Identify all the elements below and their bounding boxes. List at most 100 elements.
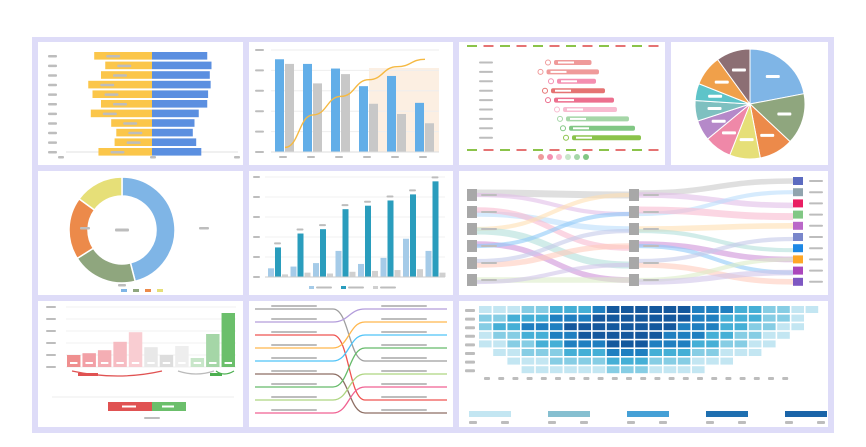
row-label-placeholder — [479, 61, 493, 64]
heat-cell — [635, 366, 648, 374]
heat-cell — [763, 306, 776, 313]
heat-cell — [564, 306, 577, 313]
heat-cell — [606, 314, 620, 322]
heat-cell — [748, 306, 762, 313]
row-label-placeholder — [479, 89, 493, 92]
legend-tick-placeholder — [501, 421, 509, 424]
bar-series-1 — [403, 238, 409, 277]
bar-label-placeholder — [364, 200, 371, 203]
y-tick-placeholder — [255, 89, 264, 92]
bottom-dash — [615, 149, 626, 151]
heat-cell — [606, 366, 620, 374]
grouped-bar-line-chart — [255, 49, 439, 158]
sankey-node-right — [793, 277, 803, 286]
bar-label-placeholder — [113, 74, 127, 77]
heat-cell — [692, 314, 705, 322]
x-tick-placeholder — [234, 156, 240, 159]
row-label-placeholder — [479, 99, 493, 102]
col-label-placeholder — [512, 377, 519, 380]
heat-cell — [578, 306, 591, 313]
heat-cell — [564, 349, 577, 356]
heat-cell — [649, 323, 662, 331]
legend-dot — [547, 154, 553, 160]
bar-label-placeholder — [209, 362, 217, 364]
bottom-dash — [632, 149, 642, 151]
heat-cell — [692, 323, 705, 331]
bar-series-2 — [410, 194, 416, 277]
legend-tick-placeholder — [706, 421, 714, 424]
grouped-bar-chart — [253, 176, 446, 289]
heat-cell — [521, 314, 535, 322]
heat-cell — [535, 349, 549, 356]
heat-cell — [635, 331, 648, 339]
row-label-placeholder — [479, 80, 493, 83]
bar-series-1 — [275, 59, 284, 152]
heat-cell — [578, 349, 591, 356]
row-label-placeholder — [465, 334, 475, 338]
heat-cell — [663, 306, 677, 313]
node-label-placeholder — [481, 262, 497, 264]
grouped-bar-line-chart-panel — [249, 42, 453, 165]
col-label-placeholder — [569, 377, 576, 380]
bar-left — [92, 90, 152, 98]
heat-cell — [791, 323, 804, 331]
col-label-placeholder — [498, 377, 505, 380]
sankey-node-left — [467, 223, 477, 235]
heat-cell — [564, 314, 577, 322]
top-dash — [566, 45, 576, 47]
heat-cell — [479, 314, 492, 322]
top-dash — [500, 45, 510, 47]
bar-series-3 — [394, 270, 401, 277]
legend-label-placeholder — [316, 286, 332, 289]
heat-cell — [507, 314, 520, 322]
y-tick-placeholder — [255, 49, 264, 51]
bar-series-1 — [313, 263, 319, 277]
heat-cell — [578, 314, 591, 322]
legend-tick-placeholder — [659, 421, 667, 424]
row-label-placeholder — [48, 141, 57, 144]
y-tick-placeholder — [255, 130, 264, 133]
row-label-placeholder — [48, 64, 57, 68]
range-bar — [566, 116, 629, 122]
y-tick-placeholder — [255, 110, 264, 113]
left-label-placeholder — [271, 396, 317, 398]
node-label-placeholder — [481, 211, 497, 213]
bump-chart — [255, 305, 447, 414]
bracket-label-green — [210, 373, 222, 376]
right-label-placeholder — [381, 357, 427, 359]
bar-series-1 — [303, 63, 312, 152]
heat-cell — [692, 340, 705, 348]
sankey-node-right — [793, 233, 803, 241]
col-label-placeholder — [711, 377, 718, 380]
heat-cell — [706, 331, 719, 339]
heat-cell — [791, 306, 804, 313]
heat-cell — [606, 306, 620, 313]
heat-cell — [677, 357, 691, 365]
legend-swatch — [121, 289, 127, 292]
donut-chart-panel — [38, 171, 243, 295]
heat-cell — [677, 323, 691, 331]
pie-slice — [748, 93, 806, 143]
sankey-node-left — [467, 274, 477, 286]
row-marker — [557, 115, 563, 122]
row-marker — [542, 87, 548, 94]
sankey-node-left — [467, 189, 477, 201]
heat-cell — [521, 323, 535, 331]
heat-cell — [507, 331, 520, 339]
bar-right — [152, 119, 195, 127]
heat-cell — [479, 331, 492, 339]
heat-cell — [550, 331, 563, 339]
bar-left — [88, 80, 152, 89]
bar-series-3 — [417, 269, 423, 277]
bar-label-placeholder — [558, 61, 574, 64]
heatmap-chart-panel — [459, 301, 828, 427]
row-label-placeholder — [479, 117, 493, 120]
row-marker — [548, 78, 554, 85]
bar-series-2 — [313, 83, 322, 152]
bump-line — [255, 373, 447, 414]
legend-swatch — [548, 411, 590, 417]
pie-chart-panel — [671, 42, 828, 165]
heat-cell — [521, 366, 535, 374]
heat-cell — [621, 366, 634, 374]
node-label-placeholder — [643, 245, 659, 247]
